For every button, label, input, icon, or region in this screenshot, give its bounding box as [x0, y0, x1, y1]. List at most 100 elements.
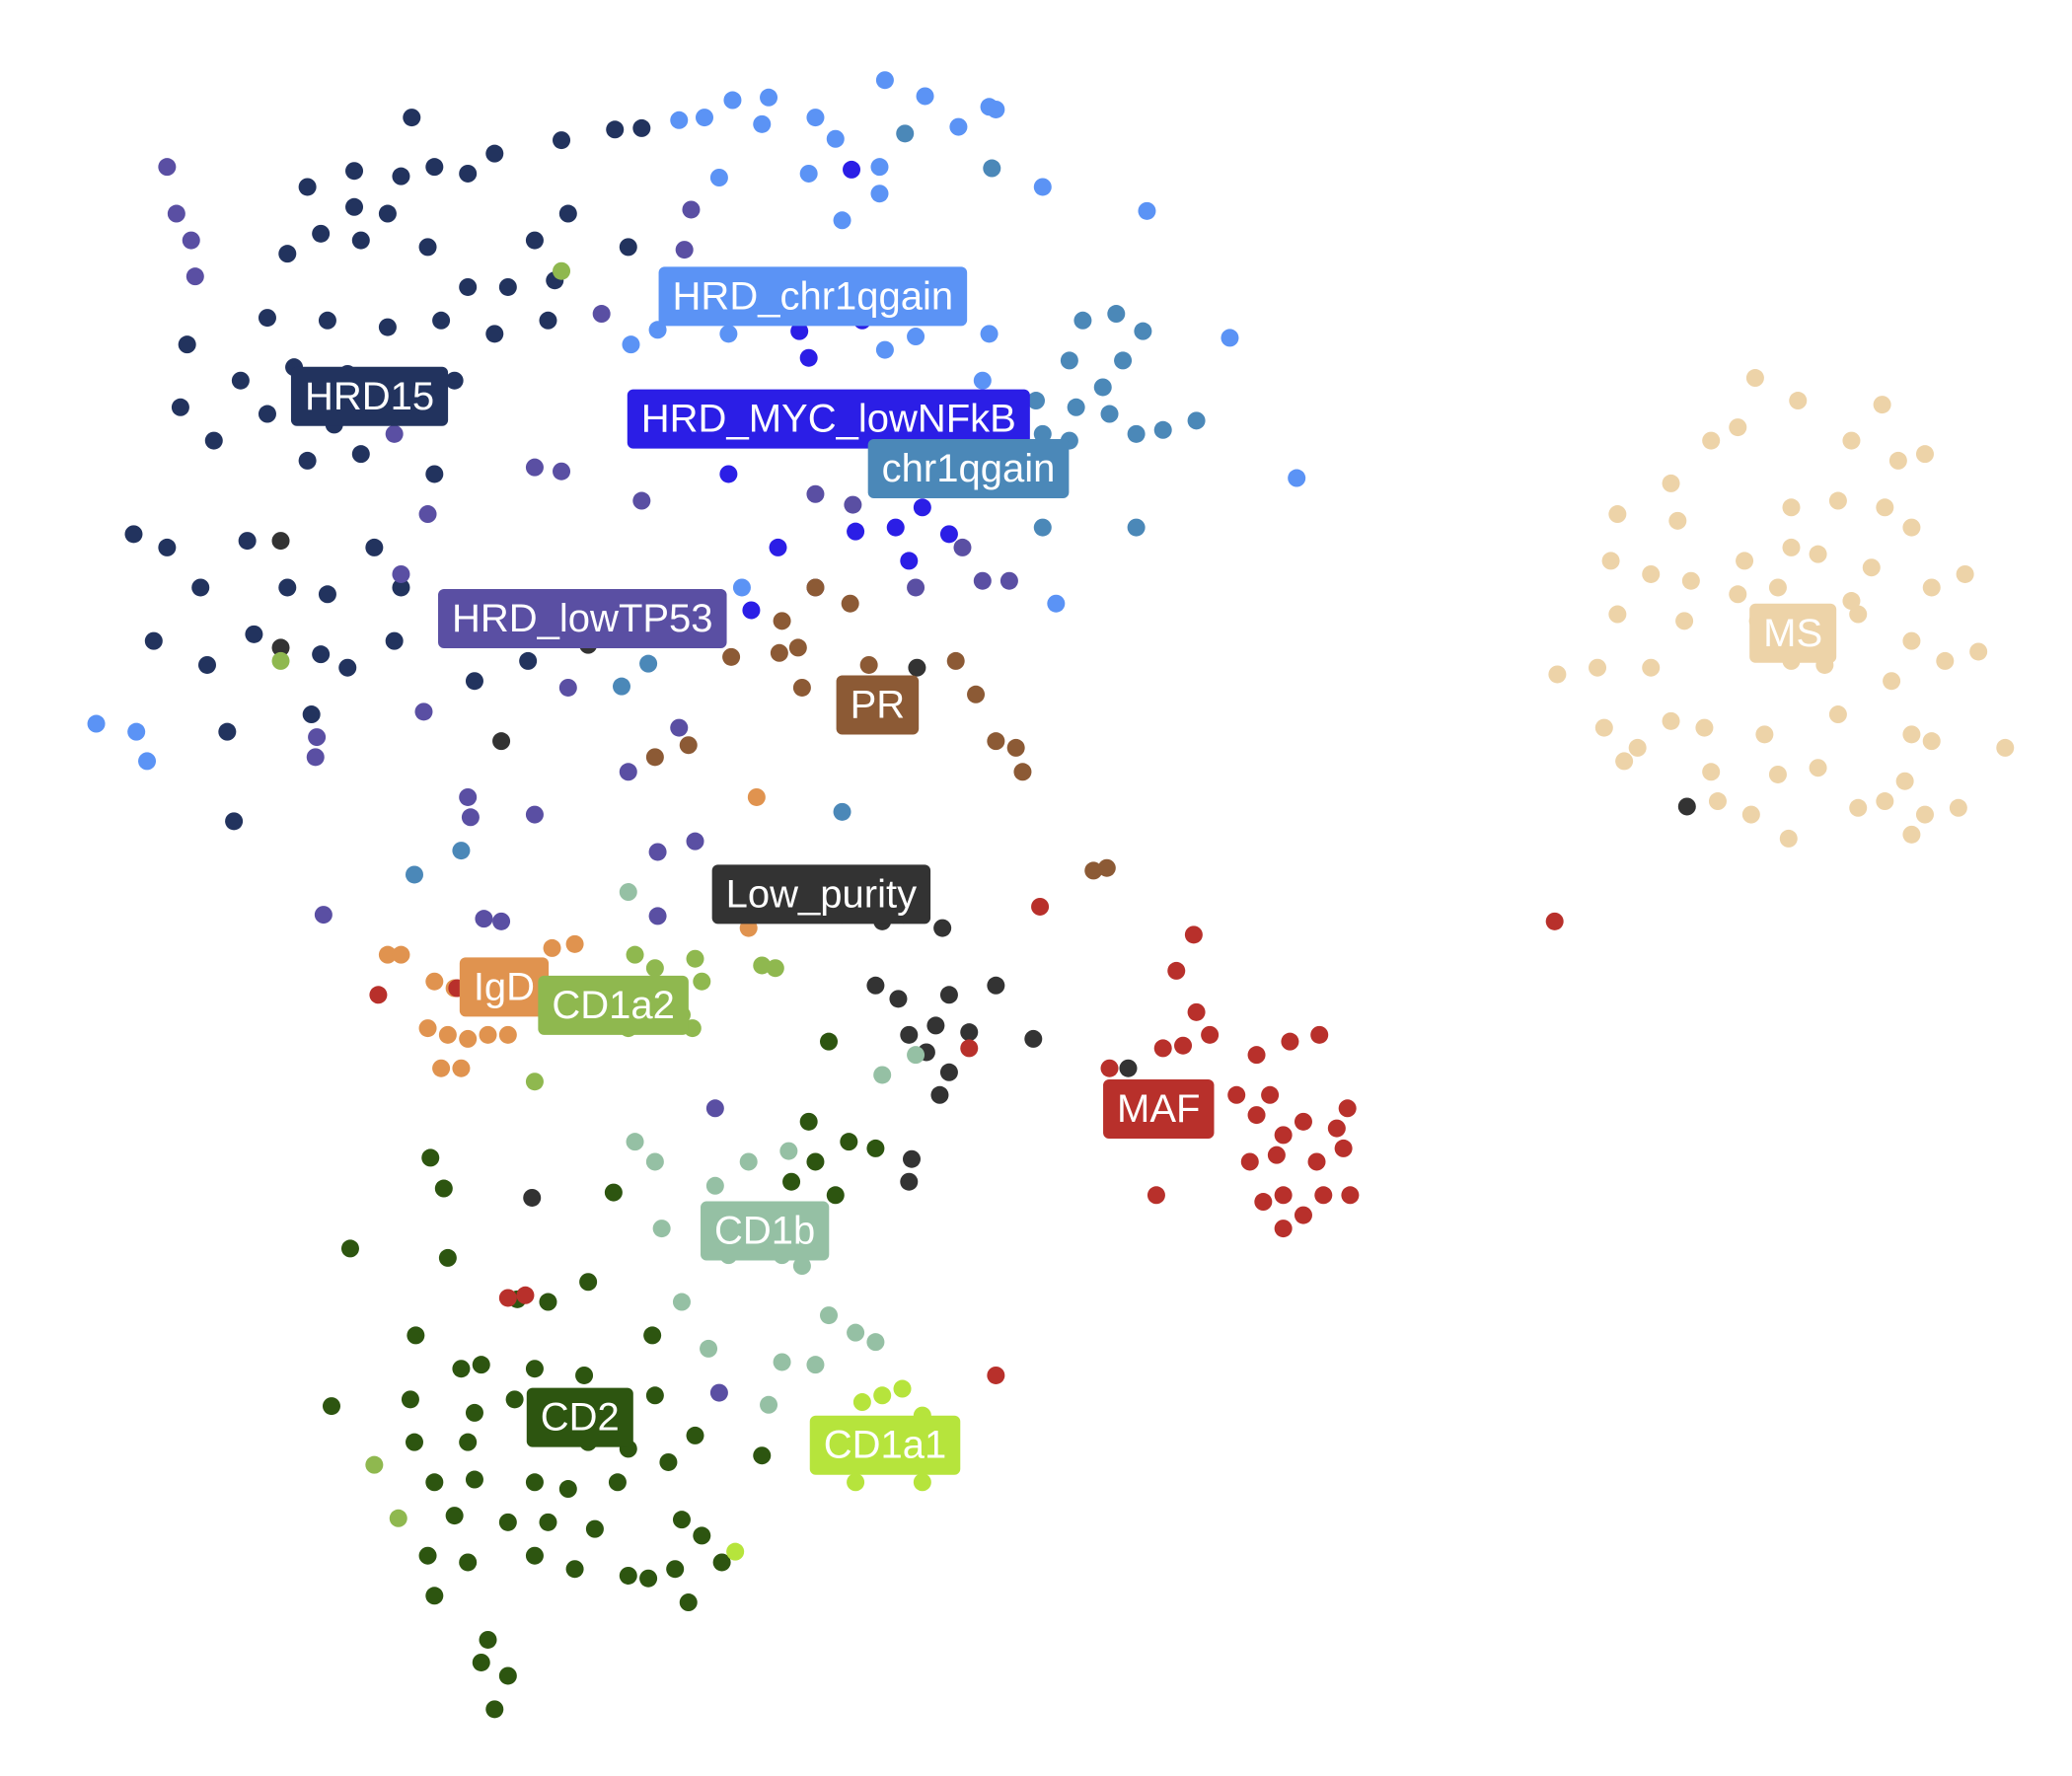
point [682, 200, 701, 219]
point [492, 912, 511, 930]
point [1736, 552, 1754, 570]
point [1201, 1025, 1220, 1044]
point [675, 241, 694, 259]
point [498, 1289, 517, 1307]
point [1849, 798, 1868, 817]
cluster-label-box [627, 389, 1030, 449]
point [949, 117, 968, 136]
point [1768, 765, 1787, 783]
point [960, 1023, 979, 1042]
cluster-label-box [658, 266, 968, 327]
point [182, 231, 200, 250]
point [742, 601, 761, 620]
point [788, 638, 807, 657]
point [679, 736, 698, 755]
point [900, 1025, 919, 1044]
point [553, 261, 571, 280]
point [445, 1507, 464, 1525]
point [1681, 571, 1700, 590]
cluster-label: HRD_MYC_lowNFkB [627, 389, 1030, 449]
point [438, 1248, 457, 1267]
point [1876, 792, 1894, 811]
point [1628, 738, 1647, 757]
point [1741, 805, 1760, 824]
point [773, 612, 791, 630]
point [238, 532, 257, 551]
cluster-label-box [538, 975, 689, 1035]
point [626, 945, 644, 964]
point [782, 1172, 801, 1191]
point [378, 945, 397, 964]
point [425, 1587, 444, 1605]
point [766, 959, 784, 978]
point [1768, 578, 1787, 597]
point [670, 718, 689, 737]
cluster-label-text: CD1a1 [824, 1424, 947, 1467]
point [852, 1393, 871, 1412]
point [987, 732, 1005, 751]
cluster-label: IgD [459, 957, 550, 1017]
point [1310, 1025, 1329, 1044]
point [271, 651, 290, 670]
point [1247, 1046, 1266, 1065]
point [1702, 763, 1721, 781]
point [889, 990, 908, 1008]
point [298, 178, 317, 196]
cluster-label-text: MS [1763, 612, 1822, 655]
point [385, 631, 404, 650]
point [679, 1593, 698, 1612]
point [1127, 518, 1146, 537]
point [1221, 329, 1239, 347]
point [1702, 431, 1721, 450]
cluster-label-box [809, 1415, 961, 1475]
point [652, 1220, 671, 1238]
point [378, 318, 397, 336]
point [833, 211, 851, 230]
point [1274, 1126, 1293, 1145]
point [1545, 912, 1564, 930]
point [465, 1470, 483, 1489]
point [907, 1046, 925, 1065]
point [820, 1306, 838, 1325]
point [403, 109, 421, 127]
point [1114, 351, 1133, 370]
point [847, 1473, 865, 1492]
point [826, 129, 845, 148]
point [1782, 498, 1801, 517]
point [886, 518, 905, 537]
point [973, 371, 992, 390]
cluster-label-text: HRD_chr1qgain [673, 274, 954, 318]
point [1677, 797, 1696, 816]
point [365, 1455, 384, 1474]
point [939, 986, 958, 1004]
point [987, 976, 1005, 995]
point [648, 907, 667, 925]
point [459, 277, 478, 296]
point [1184, 925, 1203, 944]
point [158, 538, 177, 556]
point [1675, 612, 1694, 630]
point [525, 1360, 544, 1378]
point [913, 498, 931, 517]
point [1608, 605, 1627, 624]
point [753, 1446, 772, 1465]
point [345, 197, 364, 216]
point [1033, 518, 1052, 537]
point [826, 1186, 845, 1205]
cluster-label: CD2 [526, 1387, 633, 1447]
point [1314, 1186, 1333, 1205]
point [1100, 1059, 1119, 1077]
point [893, 1379, 912, 1398]
point [645, 748, 664, 767]
point [1147, 1186, 1165, 1205]
point [799, 348, 818, 367]
point [1996, 738, 2015, 757]
point [418, 238, 437, 257]
point [1729, 585, 1747, 604]
point [760, 88, 778, 107]
cluster-label-text: CD1b [714, 1210, 815, 1253]
point [1755, 725, 1774, 744]
point [1153, 420, 1172, 439]
cluster-label: MAF [1103, 1079, 1215, 1140]
